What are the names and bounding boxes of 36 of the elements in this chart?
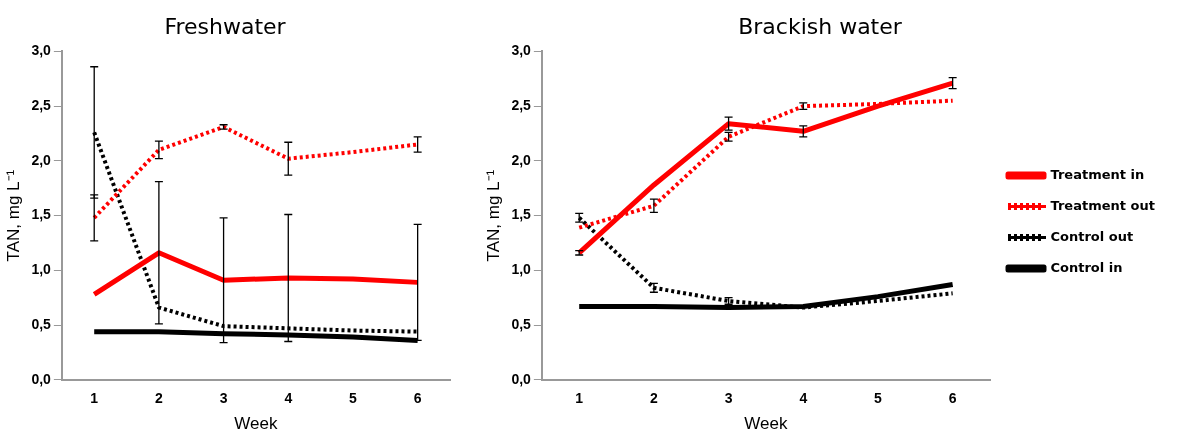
chart-title: Freshwater <box>164 13 287 39</box>
x-tick-label: 1 <box>575 390 584 407</box>
x-tick-label: 6 <box>948 390 957 407</box>
legend-label: Control out <box>1050 228 1134 244</box>
y-tick-label: 1,5 <box>511 206 532 223</box>
y-tick-label: 0,5 <box>511 315 532 332</box>
y-axis-title: TAN, mg L⁻¹ <box>483 169 503 262</box>
x-tick-label: 3 <box>724 390 733 407</box>
y-tick-label: 1,5 <box>31 206 52 223</box>
x-axis-title: Week <box>234 414 278 434</box>
legend-label: Control in <box>1050 259 1123 275</box>
legend-label: Treatment in <box>1050 166 1145 182</box>
y-tick-label: 0,0 <box>511 370 532 387</box>
x-tick-label: 2 <box>155 390 163 407</box>
y-tick-label: 2,0 <box>31 151 52 168</box>
y-tick-label: 0,5 <box>31 315 52 332</box>
y-tick-label: 2,5 <box>511 96 532 113</box>
x-tick-label: 4 <box>799 390 808 407</box>
x-tick-label: 6 <box>413 390 422 407</box>
x-tick-label: 2 <box>650 390 658 407</box>
y-tick-label: 3,0 <box>31 42 52 59</box>
y-tick-label: 2,5 <box>31 96 52 113</box>
x-tick-label: 3 <box>219 390 228 407</box>
y-tick-label: 1,0 <box>511 261 532 278</box>
legend-label: Treatment out <box>1050 197 1155 213</box>
y-tick-label: 0,0 <box>31 370 52 387</box>
x-tick-label: 5 <box>349 390 358 407</box>
x-tick-label: 5 <box>874 390 883 407</box>
y-tick-label: 1,0 <box>31 261 52 278</box>
x-tick-label: 4 <box>284 390 293 407</box>
y-axis-title: TAN, mg L⁻¹ <box>3 169 23 262</box>
x-axis-title: Week <box>744 414 788 434</box>
x-tick-label: 1 <box>90 390 99 407</box>
y-tick-label: 2,0 <box>511 151 532 168</box>
chart-title: Brackish water <box>738 13 903 39</box>
y-tick-label: 3,0 <box>511 42 532 59</box>
